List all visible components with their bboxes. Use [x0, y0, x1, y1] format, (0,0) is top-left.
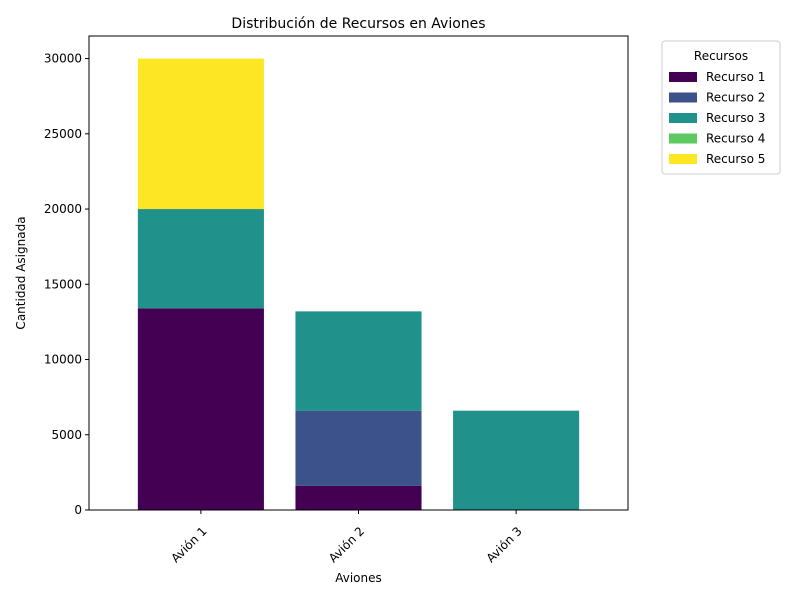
bar-1-series-5 [137, 58, 264, 210]
legend-label: Recurso 4 [706, 132, 765, 146]
legend-swatch [669, 113, 697, 123]
x-tick-label: Avión 3 [484, 524, 525, 565]
legend-swatch [669, 154, 697, 164]
x-tick-label: Avión 2 [326, 524, 367, 565]
legend: Recursos Recurso 1 Recurso 2 Recurso 3 Recu… [661, 40, 781, 175]
legend-swatch [669, 72, 697, 82]
x-axis: Avión 1 Avión 2 Avión 3 [168, 510, 525, 565]
y-tick-label: 10000 [44, 353, 82, 367]
bar-2-series-1 [295, 485, 422, 510]
bar-1-series-3 [137, 209, 264, 309]
legend-swatch [669, 92, 697, 103]
legend-title: Recursos [694, 49, 748, 63]
bar-2-series-3 [295, 311, 422, 411]
x-tick-label: Avión 1 [168, 524, 209, 565]
legend-swatch [669, 133, 697, 144]
y-axis-label: Cantidad Asignada [14, 216, 28, 329]
y-tick-label: 25000 [44, 127, 82, 141]
y-tick-label: 20000 [44, 202, 82, 216]
y-tick-label: 5000 [51, 428, 82, 442]
bar-2-series-2 [295, 410, 422, 486]
bar-1-series-1 [137, 308, 264, 510]
bar-3-series-3 [453, 410, 580, 510]
legend-label: Recurso 1 [706, 70, 765, 84]
y-tick-label: 0 [74, 503, 82, 517]
y-tick-label: 15000 [44, 277, 82, 291]
x-axis-label: Aviones [335, 571, 382, 585]
legend-label: Recurso 5 [706, 152, 765, 166]
y-tick-label: 30000 [44, 52, 82, 66]
bars-group [137, 58, 580, 510]
chart-title: Distribución de Recursos en Aviones [231, 16, 485, 32]
legend-label: Recurso 3 [706, 111, 765, 125]
y-axis: 0 5000 10000 15000 20000 25000 30000 [44, 52, 89, 517]
legend-label: Recurso 2 [706, 91, 765, 105]
